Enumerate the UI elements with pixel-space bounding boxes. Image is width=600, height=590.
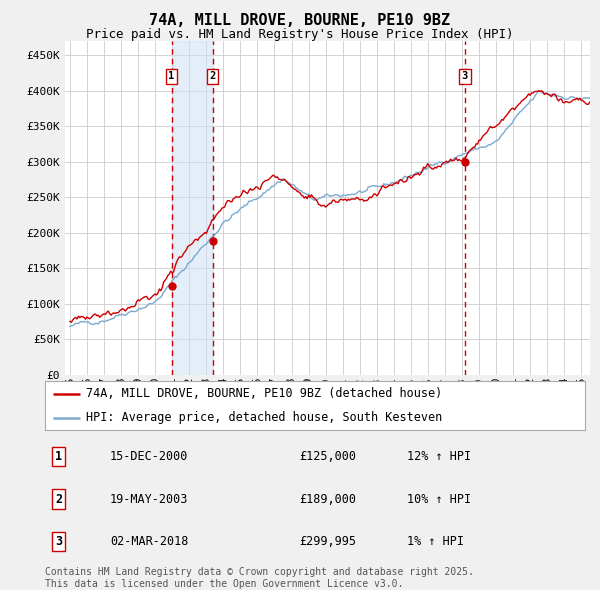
Text: 1% ↑ HPI: 1% ↑ HPI	[407, 535, 464, 548]
Text: 1: 1	[169, 71, 175, 81]
Text: 02-MAR-2018: 02-MAR-2018	[110, 535, 188, 548]
Text: Contains HM Land Registry data © Crown copyright and database right 2025.
This d: Contains HM Land Registry data © Crown c…	[45, 567, 474, 589]
Text: 15-DEC-2000: 15-DEC-2000	[110, 450, 188, 463]
Bar	[172, 41, 213, 375]
Text: 2: 2	[209, 71, 216, 81]
Text: 3: 3	[55, 535, 62, 548]
Text: 74A, MILL DROVE, BOURNE, PE10 9BZ: 74A, MILL DROVE, BOURNE, PE10 9BZ	[149, 13, 451, 28]
Text: 19-MAY-2003: 19-MAY-2003	[110, 493, 188, 506]
Text: 10% ↑ HPI: 10% ↑ HPI	[407, 493, 471, 506]
Text: £125,000: £125,000	[299, 450, 356, 463]
Text: 3: 3	[462, 71, 468, 81]
Text: 12% ↑ HPI: 12% ↑ HPI	[407, 450, 471, 463]
Text: HPI: Average price, detached house, South Kesteven: HPI: Average price, detached house, Sout…	[86, 411, 442, 424]
Text: £299,995: £299,995	[299, 535, 356, 548]
Text: £189,000: £189,000	[299, 493, 356, 506]
Text: 1: 1	[55, 450, 62, 463]
Text: 74A, MILL DROVE, BOURNE, PE10 9BZ (detached house): 74A, MILL DROVE, BOURNE, PE10 9BZ (detac…	[86, 387, 442, 400]
Text: 2: 2	[55, 493, 62, 506]
Text: Price paid vs. HM Land Registry's House Price Index (HPI): Price paid vs. HM Land Registry's House …	[86, 28, 514, 41]
